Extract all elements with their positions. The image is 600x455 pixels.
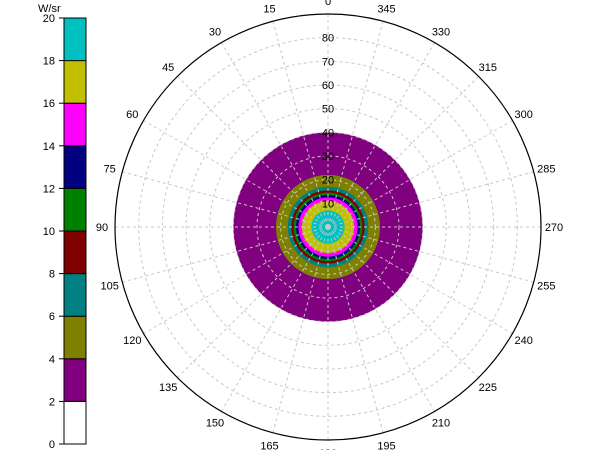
radius-label: 10 bbox=[322, 198, 334, 210]
colorbar-band-9 bbox=[63, 17, 87, 62]
angle-label: 210 bbox=[432, 418, 450, 430]
polar-plot: 0153045607590105120135150165180195210225… bbox=[96, 0, 563, 455]
radius-label: 30 bbox=[322, 151, 334, 163]
radius-label: 20 bbox=[322, 175, 334, 187]
angle-label: 270 bbox=[545, 222, 563, 234]
colorbar-tick-label: 10 bbox=[43, 226, 55, 238]
polar-boundary bbox=[114, 13, 542, 441]
colorbar-tick-label: 18 bbox=[43, 56, 55, 68]
colorbar-tick-label: 20 bbox=[43, 13, 55, 25]
radius-label: 40 bbox=[322, 127, 334, 139]
angle-label: 165 bbox=[260, 440, 278, 450]
angle-label: 60 bbox=[126, 109, 138, 121]
angle-label: 255 bbox=[537, 280, 555, 292]
colorbar-tick-label: 12 bbox=[43, 183, 55, 195]
angle-label: 105 bbox=[101, 280, 119, 292]
colorbar-band-8 bbox=[63, 60, 87, 104]
angle-label: 135 bbox=[159, 382, 177, 394]
colorbar-unit-label: W/sr bbox=[38, 3, 61, 15]
colorbar: W/sr 0 2 4 6 8 10 12 14 16 18 20 bbox=[38, 3, 87, 451]
radius-label: 70 bbox=[322, 56, 334, 68]
angle-label: 120 bbox=[123, 335, 141, 347]
radius-label: 80 bbox=[322, 33, 334, 45]
colorbar-tick-label: 8 bbox=[49, 269, 55, 281]
colorbar-band-4 bbox=[63, 230, 87, 275]
angle-label: 345 bbox=[377, 4, 395, 16]
grid-circle bbox=[161, 60, 495, 394]
grid-circle bbox=[185, 84, 471, 370]
angle-label: 30 bbox=[209, 26, 221, 38]
grid-circle bbox=[209, 108, 447, 346]
grid-circle bbox=[280, 179, 376, 275]
grid-circle bbox=[303, 202, 353, 252]
radius-label: 50 bbox=[322, 104, 334, 116]
colorbar-tick-label: 16 bbox=[43, 98, 55, 110]
colorbar-tick-label: 2 bbox=[49, 396, 55, 408]
angle-label: 150 bbox=[206, 418, 224, 430]
angle-label: 90 bbox=[96, 222, 108, 234]
colorbar-band-5 bbox=[63, 187, 87, 232]
angle-label: 195 bbox=[377, 440, 395, 450]
radius-label: 60 bbox=[322, 80, 334, 92]
angle-label: 75 bbox=[104, 164, 116, 176]
colorbar-band-2 bbox=[63, 315, 87, 360]
angle-label: 315 bbox=[479, 62, 497, 74]
grid-circle bbox=[138, 37, 518, 417]
colorbar-band-0 bbox=[63, 400, 87, 445]
colorbar-tick-label: 4 bbox=[49, 354, 55, 366]
angle-label: 45 bbox=[162, 62, 174, 74]
angle-label: 0 bbox=[325, 0, 331, 8]
colorbar-band-7 bbox=[63, 102, 87, 147]
angle-label: 285 bbox=[537, 164, 555, 176]
colorbar-band-3 bbox=[63, 273, 87, 317]
angle-label: 225 bbox=[479, 382, 497, 394]
angle-label: 240 bbox=[515, 335, 533, 347]
colorbar-tick-label: 6 bbox=[49, 311, 55, 323]
colorbar-tick-label: 14 bbox=[43, 141, 55, 153]
colorbar-tick-label: 0 bbox=[49, 439, 55, 450]
grid-circle bbox=[232, 131, 424, 323]
angle-label: 300 bbox=[515, 109, 533, 121]
angle-label: 15 bbox=[263, 4, 275, 16]
colorbar-band-6 bbox=[63, 145, 87, 189]
angle-label: 330 bbox=[432, 26, 450, 38]
grid-circle bbox=[256, 155, 400, 299]
colorbar-band-1 bbox=[63, 358, 87, 402]
